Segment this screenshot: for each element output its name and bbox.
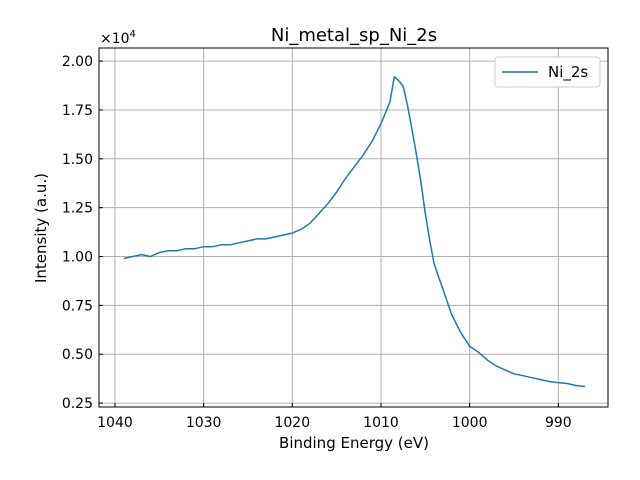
y-tick-label: 0.75	[62, 298, 93, 314]
x-tick-label: 990	[545, 415, 572, 431]
legend-label-ni-2s: Ni_2s	[548, 63, 588, 82]
y-axis-label: Intensity (a.u.)	[32, 173, 50, 283]
axes-frame	[98, 47, 609, 408]
x-tick-label: 1040	[97, 415, 133, 431]
y-tick-label: 0.50	[62, 347, 93, 363]
ticks: 1040 1030 1020 1010 1000 990 0.25 0.50 0.75 1.00 1…	[62, 54, 572, 431]
y-multiplier: ×104	[100, 29, 136, 47]
series-line-ni-2s	[123, 75, 585, 388]
y-tick-label: 1.50	[62, 152, 93, 168]
y-tick-label: 0.25	[62, 396, 93, 412]
x-tick-label: 1020	[274, 415, 310, 431]
y-tick-label: 2.00	[62, 54, 93, 70]
legend: Ni_2s	[494, 56, 601, 88]
x-axis-label: Binding Energy (eV)	[279, 434, 429, 452]
grid	[99, 48, 608, 407]
x-tick-label: 1000	[452, 415, 488, 431]
x-tick-label: 1010	[363, 415, 399, 431]
x-tick-label: 1030	[186, 415, 222, 431]
y-tick-label: 1.00	[62, 250, 93, 266]
chart-title: Ni_metal_sp_Ni_2s	[271, 25, 437, 46]
y-tick-label: 1.75	[62, 103, 93, 119]
y-tick-label: 1.25	[62, 201, 93, 217]
